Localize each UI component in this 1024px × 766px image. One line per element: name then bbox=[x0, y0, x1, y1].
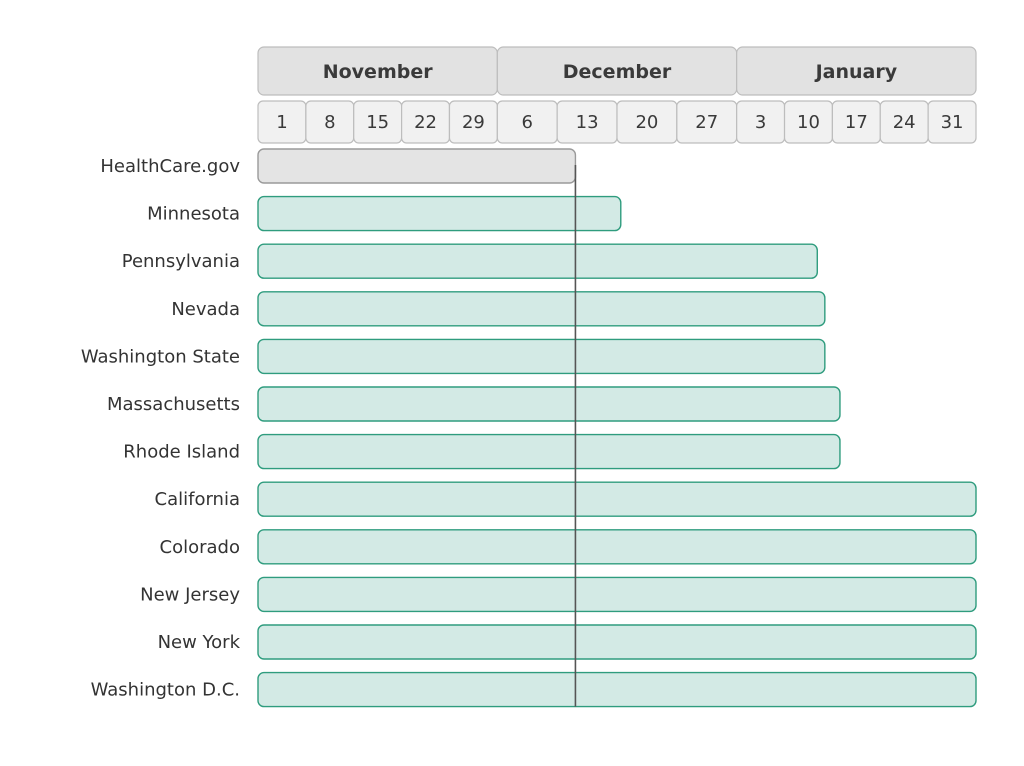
week-tick-label: 8 bbox=[324, 112, 335, 133]
week-header: 1 8 15 22 29 6 13 20 27 3 10 17 24 31 bbox=[257, 100, 977, 144]
bar-rhode-island bbox=[257, 433, 841, 470]
week-tick-label: 17 bbox=[845, 112, 868, 133]
bars bbox=[257, 148, 977, 708]
bar-washington-state bbox=[257, 338, 826, 375]
week-tick-label: 13 bbox=[576, 112, 599, 133]
bar-california bbox=[257, 481, 977, 517]
row-label: Washington State bbox=[81, 346, 240, 367]
row-label: Colorado bbox=[160, 537, 240, 558]
week-tick-label: 6 bbox=[522, 112, 533, 133]
week-cell bbox=[927, 100, 977, 144]
row-label: New Jersey bbox=[140, 584, 240, 605]
row-label: Pennsylvania bbox=[122, 251, 240, 272]
week-tick-label: 1 bbox=[276, 112, 287, 133]
month-label-january: January bbox=[814, 61, 898, 83]
week-tick-label: 15 bbox=[366, 112, 389, 133]
week-tick-label: 24 bbox=[893, 112, 916, 133]
month-label-december: December bbox=[563, 61, 672, 83]
row-label: New York bbox=[158, 632, 241, 653]
row-label: Rhode Island bbox=[123, 442, 240, 463]
bar-massachusetts bbox=[257, 386, 841, 422]
week-tick-label: 31 bbox=[941, 112, 964, 133]
row-label: Nevada bbox=[171, 299, 240, 320]
month-header: November December January bbox=[257, 46, 977, 96]
bar-healthcare-gov bbox=[257, 148, 577, 184]
bar-nevada bbox=[257, 291, 826, 327]
week-tick-label: 3 bbox=[755, 112, 766, 133]
row-label: California bbox=[155, 489, 240, 510]
bar-washington-d-c bbox=[257, 671, 977, 708]
month-label-november: November bbox=[323, 61, 434, 83]
row-labels: HealthCare.gov Minnesota Pennsylvania Nevad… bbox=[81, 156, 241, 701]
week-tick-label: 27 bbox=[695, 112, 718, 133]
row-label: Minnesota bbox=[147, 204, 240, 225]
week-tick-label: 22 bbox=[414, 112, 437, 133]
bar-colorado bbox=[257, 529, 977, 565]
row-label: HealthCare.gov bbox=[100, 156, 240, 177]
week-tick-label: 10 bbox=[797, 112, 820, 133]
bar-minnesota bbox=[257, 195, 622, 232]
bar-pennsylvania bbox=[257, 243, 818, 279]
row-label: Washington D.C. bbox=[91, 680, 240, 701]
week-tick-label: 20 bbox=[635, 112, 658, 133]
row-label: Massachusetts bbox=[107, 394, 240, 415]
week-tick-label: 29 bbox=[462, 112, 485, 133]
bar-new-jersey bbox=[257, 576, 977, 613]
bar-new-york bbox=[257, 624, 977, 660]
month-header-january bbox=[736, 46, 977, 96]
